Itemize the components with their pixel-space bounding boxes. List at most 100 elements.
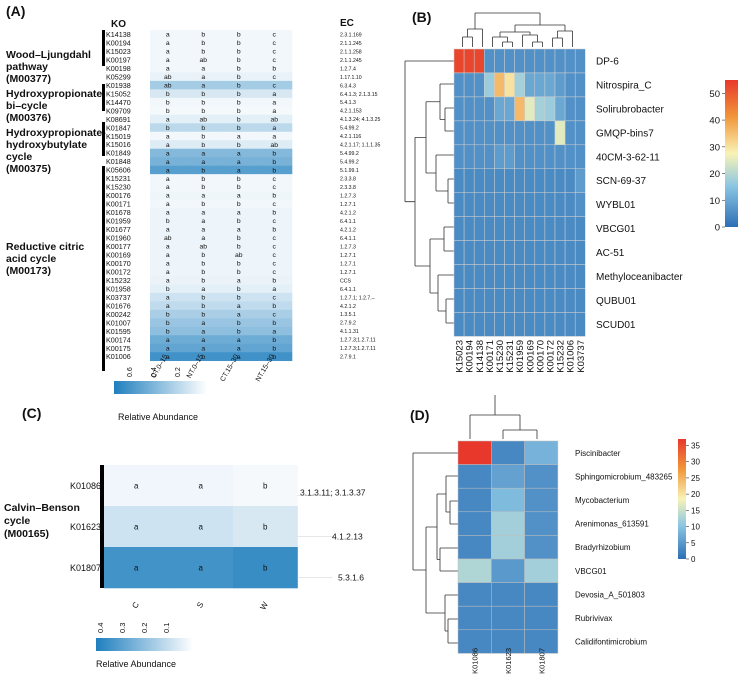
heat-cell [514, 96, 525, 122]
significance-letter: b [201, 40, 205, 47]
heat-cell [457, 558, 492, 583]
colorbar-tick-label: 15 [691, 506, 700, 515]
heat-cell [544, 120, 556, 146]
significance-letter: b [272, 150, 276, 157]
heat-cell [504, 168, 515, 193]
pathway-label: cycle [6, 151, 32, 163]
significance-letter: a [237, 278, 241, 285]
heat-cell [534, 120, 546, 146]
heat-cell [494, 264, 505, 289]
ko-label: K01676 [106, 301, 131, 310]
heat-cell [185, 318, 222, 328]
heat-cell [491, 558, 525, 583]
ko-label: K05299 [106, 72, 131, 81]
panel-b-label: (B) [412, 9, 431, 25]
heat-cell [256, 318, 293, 328]
heat-cell [473, 288, 485, 313]
heat-cell [185, 165, 222, 175]
ec-label: 4.2.1.2 [340, 304, 356, 310]
ec-label: 4.2.1.17; 1.1.1.35 [340, 143, 380, 149]
significance-letter: b [272, 193, 276, 200]
heat-cell [514, 120, 525, 146]
heat-cell [256, 335, 293, 345]
heat-cell [574, 288, 586, 313]
significance-letter: b [201, 252, 205, 259]
ko-label: K00174 [106, 335, 131, 344]
heat-cell [484, 264, 495, 289]
significance-letter: b [272, 278, 276, 285]
significance-letter: a [237, 167, 241, 174]
ko-label: K01807 [70, 563, 101, 573]
heat-cell [524, 288, 536, 313]
heat-cell [150, 174, 186, 183]
row-label: Mycobacterium [575, 496, 630, 505]
significance-letter: b [237, 218, 241, 225]
heat-cell [185, 97, 222, 107]
heat-cell [221, 165, 257, 175]
heat-cell [150, 301, 186, 311]
significance-letter: a [199, 482, 204, 491]
heat-cell [564, 288, 576, 313]
heat-cell [256, 250, 293, 260]
ko-label: K08691 [106, 115, 131, 124]
heat-cell [491, 535, 525, 560]
colorbar-tick-label: 0 [691, 555, 696, 564]
heat-cell [484, 72, 495, 98]
pathway-label: (M00376) [6, 112, 51, 124]
heat-cell [473, 96, 485, 122]
heat-cell [494, 48, 505, 74]
heat-cell [514, 48, 525, 74]
significance-letter: b [237, 328, 241, 335]
pathway-bar [102, 84, 105, 111]
heat-cell [524, 192, 536, 217]
ko-label: K14470 [106, 98, 131, 107]
heat-cell [168, 506, 234, 548]
ec-label: 5.4.99.2 [340, 126, 359, 132]
heat-cell [463, 216, 475, 241]
heat-cell [524, 511, 559, 536]
heat-cell [564, 240, 576, 265]
heat-cell [150, 157, 186, 166]
heat-cell [185, 233, 222, 243]
heat-cell [514, 264, 525, 289]
significance-letter: b [237, 201, 241, 208]
row-label: Rubrivivax [575, 614, 612, 623]
heat-cell [514, 288, 525, 313]
heat-cell [150, 326, 186, 336]
heat-cell [221, 63, 257, 73]
ec-label: 2.3.3.8 [340, 185, 356, 191]
significance-letter: a [237, 210, 241, 217]
heat-cell [221, 284, 257, 294]
heat-cell [504, 72, 515, 98]
heat-cell [463, 264, 475, 289]
heat-cell [221, 258, 257, 268]
heat-cell [185, 46, 222, 56]
ec-label: 1.2.7.3;1.2.7.11 [340, 338, 376, 344]
heat-cell [185, 140, 222, 150]
heat-cell [256, 182, 293, 192]
heat-cell [544, 144, 556, 170]
ko-label: K15016 [106, 140, 131, 149]
column-label: K01623 [504, 648, 513, 674]
heat-cell [256, 343, 293, 353]
significance-letter: b [263, 523, 268, 532]
heat-cell [524, 48, 536, 74]
heat-cell [221, 242, 257, 251]
heat-cell [544, 72, 556, 98]
ec-label: 2.1.1.245 [340, 58, 362, 64]
significance-letter: b [201, 184, 205, 191]
heat-cell [233, 506, 298, 548]
significance-letter: a [237, 133, 241, 140]
heat-cell [256, 97, 293, 107]
heat-cell [514, 312, 525, 337]
ec-label: 6.4.1.3; 2.1.3.15 [340, 92, 378, 98]
heat-cell [463, 192, 475, 217]
significance-letter: a [166, 303, 170, 310]
significance-letter: b [201, 108, 205, 115]
significance-letter: a [166, 278, 170, 285]
heat-cell [554, 192, 566, 217]
legend-title: Relative Abundance [96, 659, 176, 669]
heat-cell [221, 140, 257, 150]
ec-label: 5.4.99.2 [340, 151, 359, 157]
heat-cell [185, 157, 222, 166]
